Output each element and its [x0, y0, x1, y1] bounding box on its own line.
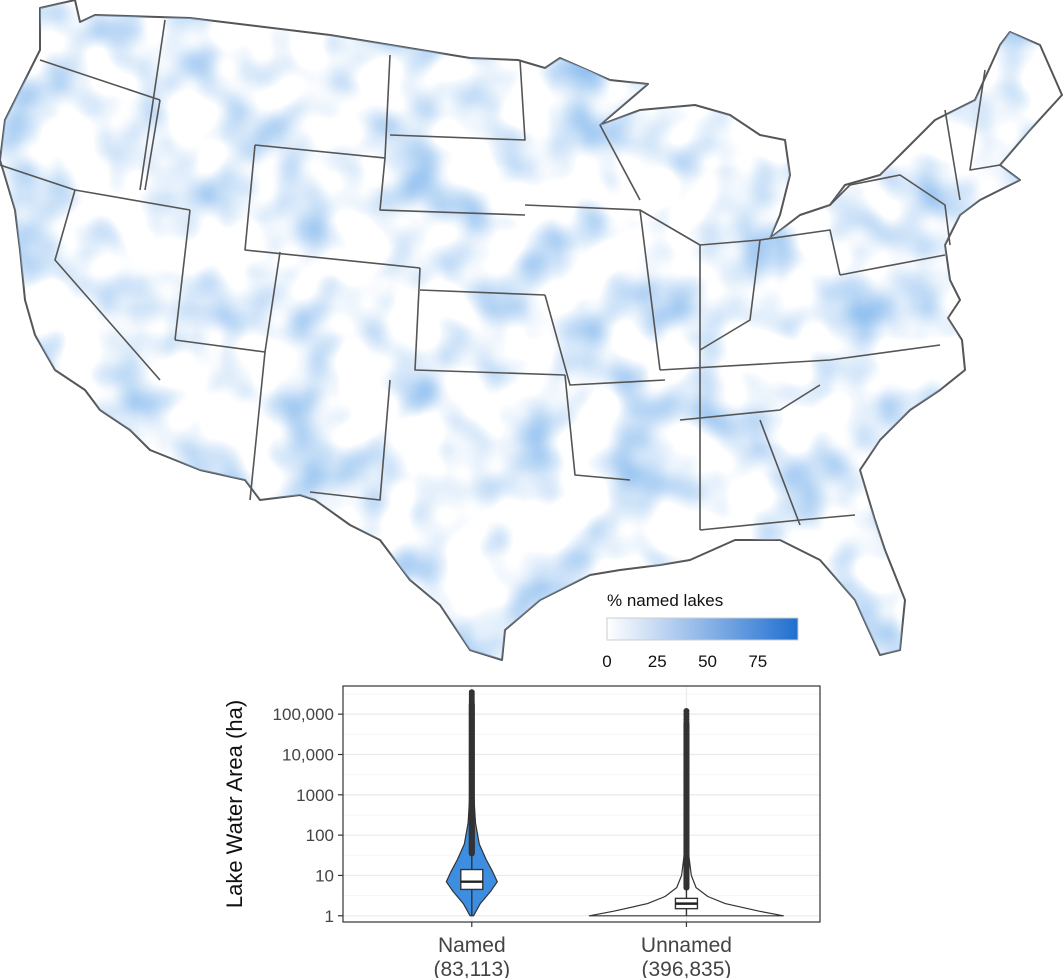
y-tick-label: 1 [325, 907, 334, 926]
legend-title: % named lakes [607, 591, 723, 610]
named-lake-density-fill [0, 0, 1062, 660]
y-tick-label: 100,000 [273, 705, 334, 724]
violin-chart: 1 10 100 1000 10,000 100,000 Named(83,113) Unn… [222, 685, 821, 978]
y-tick-label: 100 [306, 826, 334, 845]
x-tick-label: Named [438, 934, 506, 957]
y-axis-label: Lake Water Area (ha) [222, 700, 247, 908]
y-axis-ticks: 1 10 100 1000 10,000 100,000 [273, 705, 343, 926]
state-borders [0, 19, 1001, 531]
legend-tick-label: 50 [698, 652, 717, 671]
plot-panel-border [342, 685, 821, 923]
x-tick-count: (83,113) [433, 958, 510, 978]
legend-ticks: 0 25 50 75 [602, 652, 767, 671]
legend-tick-label: 0 [602, 652, 611, 671]
outlier-point [468, 689, 475, 696]
y-tick-label: 1000 [296, 786, 334, 805]
outlier-point [683, 707, 690, 714]
grid-lines [343, 686, 820, 922]
x-axis-ticks: Named(83,113) Unnamed(396,835) [433, 922, 732, 978]
legend-tick-label: 25 [648, 652, 667, 671]
us-map [0, 0, 1063, 661]
legend-colorbar [606, 617, 799, 641]
violins [445, 689, 784, 917]
box-named [460, 868, 484, 891]
y-tick-label: 10 [315, 866, 334, 885]
y-tick-label: 10,000 [282, 745, 334, 764]
legend-tick-label: 75 [748, 652, 767, 671]
x-tick-label: Unnamed [641, 934, 732, 957]
map-legend: % named lakes 0 25 50 75 [602, 591, 799, 671]
x-tick-count: (396,835) [641, 958, 731, 978]
